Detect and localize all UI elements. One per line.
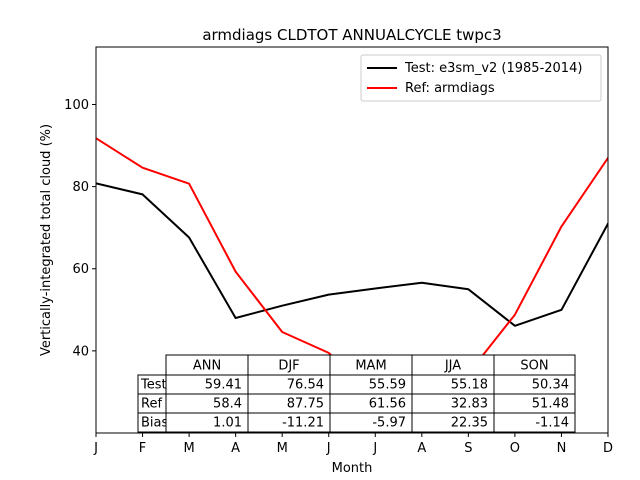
table-cell-value: 59.41 [205, 378, 242, 393]
table-cell [493, 412, 576, 433]
table-cell-value: -11.21 [282, 416, 324, 431]
table-cell-value: 22.35 [451, 416, 488, 431]
table-cell-value: -1.14 [535, 416, 569, 431]
x-tick-label: N [557, 441, 567, 456]
y-tick-label: 40 [72, 344, 89, 359]
table-row-label: Test [140, 378, 167, 393]
table-cell-value: 55.59 [369, 378, 406, 393]
table-row-label: Ref [141, 397, 162, 412]
table-cell-value: 87.75 [287, 397, 324, 412]
plot-frame [95, 46, 609, 434]
table-cell-value: 50.34 [532, 378, 569, 393]
table-cell-value: 76.54 [287, 378, 324, 393]
legend-frame [360, 54, 602, 102]
x-tick-label: A [231, 441, 240, 456]
x-tick-label: J [372, 441, 377, 456]
y-tick-label: 100 [64, 98, 89, 113]
legend-label-ref: Ref: armdiags [405, 81, 495, 96]
table-cell-value: 61.56 [369, 397, 406, 412]
x-tick-label: F [139, 441, 146, 456]
x-tick-label: A [417, 441, 426, 456]
statistics-table: ANN DJF MAM JJA SON Test 59.41 76.54 55.59 55.18 5… [137, 354, 576, 434]
table-column-header: ANN [193, 359, 221, 374]
x-tick-label: J [93, 441, 98, 456]
chart-title: armdiags CLDTOT ANNUALCYCLE twpc3 [202, 26, 501, 44]
legend-label-test: Test: e3sm_v2 (1985-2014) [404, 61, 582, 76]
table-cell-value: 51.48 [532, 397, 569, 412]
table-column-header: JJA [444, 359, 461, 374]
x-axis-label: Month [332, 461, 373, 476]
legend: Test: e3sm_v2 (1985-2014) Ref: armdiags [360, 54, 602, 102]
x-tick-label: M [183, 441, 194, 456]
table-column-header: MAM [355, 359, 386, 374]
y-tick-label: 80 [72, 180, 89, 195]
x-tick-label: J [326, 441, 331, 456]
table-cell-value: -5.97 [372, 416, 406, 431]
table-row-label: Bias [141, 416, 168, 431]
table-column-header: DJF [278, 359, 299, 374]
table-cell-value: 1.01 [213, 416, 242, 431]
x-tick-label: S [464, 441, 472, 456]
table-cell-value: 32.83 [451, 397, 488, 412]
x-tick-label: M [277, 441, 288, 456]
x-tick-label: O [510, 441, 520, 456]
table-cell-value: 58.4 [213, 397, 242, 412]
x-tick-label: D [603, 441, 613, 456]
table-column-header: SON [520, 359, 548, 374]
y-axis-label: Vertically-integrated total cloud (%) [39, 124, 54, 356]
y-tick-label: 60 [72, 262, 89, 277]
table-cell-value: 55.18 [451, 378, 488, 393]
